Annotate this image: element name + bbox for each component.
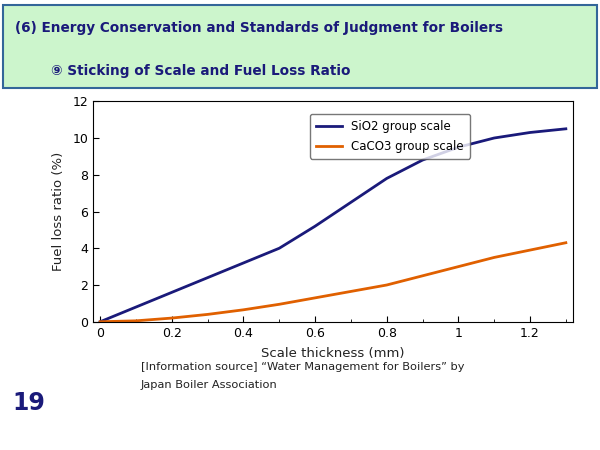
CaCO3 group scale <box>491 255 498 260</box>
CaCO3 group scale <box>383 282 391 288</box>
X-axis label: Scale thickness (mm): Scale thickness (mm) <box>261 346 405 360</box>
SiO2 group scale <box>168 290 175 295</box>
SiO2 group scale <box>240 260 247 265</box>
SiO2 group scale <box>275 246 283 251</box>
Legend: SiO2 group scale, CaCO3 group scale: SiO2 group scale, CaCO3 group scale <box>310 114 470 159</box>
SiO2 group scale <box>455 144 462 150</box>
CaCO3 group scale <box>204 312 211 317</box>
CaCO3 group scale <box>97 319 104 324</box>
CaCO3 group scale <box>311 295 319 301</box>
Text: [Information source] “Water Management for Boilers” by: [Information source] “Water Management f… <box>141 362 464 372</box>
Line: CaCO3 group scale: CaCO3 group scale <box>100 243 566 322</box>
SiO2 group scale <box>383 176 391 181</box>
CaCO3 group scale <box>168 315 175 321</box>
SiO2 group scale <box>204 275 211 280</box>
SiO2 group scale <box>311 224 319 229</box>
SiO2 group scale <box>526 130 533 135</box>
CaCO3 group scale <box>419 273 426 279</box>
CaCO3 group scale <box>562 240 569 245</box>
Text: 19: 19 <box>12 392 45 415</box>
CaCO3 group scale <box>455 264 462 269</box>
SiO2 group scale <box>562 126 569 131</box>
Text: Japan Boiler Association: Japan Boiler Association <box>141 380 278 390</box>
SiO2 group scale <box>419 158 426 163</box>
CaCO3 group scale <box>275 302 283 307</box>
CaCO3 group scale <box>347 289 355 294</box>
SiO2 group scale <box>491 135 498 141</box>
Line: SiO2 group scale: SiO2 group scale <box>100 129 566 322</box>
Y-axis label: Fuel loss ratio (%): Fuel loss ratio (%) <box>52 152 65 271</box>
SiO2 group scale <box>347 200 355 205</box>
FancyBboxPatch shape <box>3 4 597 88</box>
CaCO3 group scale <box>526 248 533 253</box>
Text: (6) Energy Conservation and Standards of Judgment for Boilers: (6) Energy Conservation and Standards of… <box>15 21 503 35</box>
CaCO3 group scale <box>240 307 247 312</box>
SiO2 group scale <box>97 319 104 324</box>
Text: ⑨ Sticking of Scale and Fuel Loss Ratio: ⑨ Sticking of Scale and Fuel Loss Ratio <box>50 64 350 78</box>
CaCO3 group scale <box>133 318 140 324</box>
SiO2 group scale <box>133 304 140 310</box>
